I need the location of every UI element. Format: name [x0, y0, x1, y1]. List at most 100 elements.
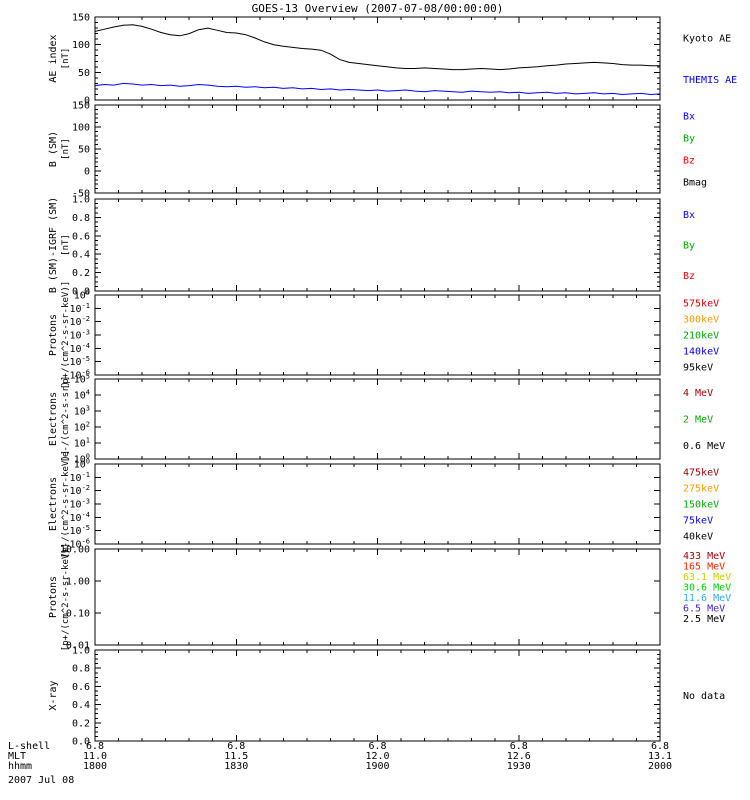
panel-ylabel: Protons [48, 576, 59, 618]
xaxis-tick-value: 2000 [648, 761, 672, 772]
y-tick-label: 101 [74, 437, 90, 450]
panel-frame [94, 294, 661, 376]
xaxis-row-label-l-shell: L-shell [8, 741, 50, 752]
legend-label-by: By [683, 241, 695, 252]
y-tick-label: 10-2 [70, 315, 90, 328]
panel-frame [94, 198, 661, 292]
panel-ylabel: B (SM) [48, 131, 59, 167]
legend-label-210kev: 210keV [683, 331, 719, 342]
legend-label-63.1-mev: 63.1 MeV [683, 572, 731, 583]
legend-label-11.6-mev: 11.6 MeV [683, 593, 731, 604]
xaxis-tick-value: 1800 [83, 761, 107, 772]
panel-frame [94, 378, 661, 460]
legend-label-4-mev: 4 MeV [683, 388, 713, 399]
panel-frame [94, 649, 661, 742]
y-tick-label: 10-1 [70, 471, 90, 484]
legend-label-bmag: Bmag [683, 178, 707, 189]
panel-frame [94, 104, 661, 194]
panel-frame [94, 463, 661, 545]
y-tick-label: 0.0 [72, 737, 90, 748]
legend-label-433-mev: 433 MeV [683, 551, 725, 562]
y-tick-label: 0.10 [66, 609, 90, 620]
legend-label-2-mev: 2 MeV [683, 415, 713, 426]
xaxis-tick-value: 12.6 [507, 751, 531, 762]
y-tick-label: 10-4 [70, 342, 90, 355]
y-tick-label: 0.8 [72, 213, 90, 224]
legend-label-300kev: 300keV [683, 315, 719, 326]
y-tick-label: 10.00 [60, 545, 90, 556]
y-tick-label: 1.00 [66, 577, 90, 588]
panel-yunits: [p+/(cm^2-s-sr-keV)] [61, 281, 71, 389]
panel-yunits: [nT] [61, 138, 71, 160]
panel-yunits: [p+/(cm^2-s-sr-keV)] [61, 543, 71, 651]
legend-label-kyoto-ae: Kyoto AE [683, 33, 731, 44]
y-tick-label: 0.4 [72, 250, 90, 261]
xaxis-row-label-hhmm: hhmm [8, 761, 32, 772]
y-tick-label: 102 [74, 421, 90, 434]
y-tick-label: 50 [78, 68, 90, 79]
xaxis-tick-value: 13.1 [648, 751, 672, 762]
legend-label-275kev: 275keV [683, 484, 719, 495]
y-tick-label: 0 [84, 96, 90, 107]
y-tick-label: 0.6 [72, 231, 90, 242]
legend-label-0.6-mev: 0.6 MeV [683, 441, 725, 452]
legend-label-140kev: 140keV [683, 347, 719, 358]
xaxis-tick-value: 6.8 [227, 741, 245, 752]
panel-yunits: [e-/(cm^2-s-sr)] [61, 376, 71, 463]
y-tick-label: 0.4 [72, 700, 90, 711]
legend-label-bx: Bx [683, 210, 695, 221]
series-kyoto-ae [94, 24, 660, 71]
y-tick-label: 0.01 [66, 641, 90, 652]
xaxis-row-label-mlt: MLT [8, 751, 26, 762]
y-tick-label: 100 [74, 289, 90, 302]
y-tick-label: 0.2 [72, 268, 90, 279]
y-tick-label: 105 [74, 373, 90, 386]
y-tick-label: 50 [78, 145, 90, 156]
panel-x-ray: 1.0 0.8 0.6 0.4 0.2 0.0 X-ray No data [48, 646, 725, 748]
panel-b-sm: 150 100 50 0 -50 B (SM) [nT] Bx By Bz Bmag [48, 101, 707, 200]
panel-frame [94, 548, 661, 646]
y-tick-label: 10-3 [70, 498, 90, 511]
y-tick-label: 150 [72, 101, 90, 112]
y-tick-label: 10-1 [70, 302, 90, 315]
panel-ylabel: B (SM)-IGRF (SM) [48, 197, 59, 293]
legend-label-95kev: 95keV [683, 363, 713, 374]
xaxis-date: 2007 Jul 08 [8, 775, 74, 786]
y-tick-label: 10-2 [70, 484, 90, 497]
panel-ae-index: 150 100 50 0 AE index [nT] Kyoto AE THEMIS AE [48, 13, 737, 107]
xaxis-tick-value: 1900 [365, 761, 389, 772]
legend-label-75kev: 75keV [683, 516, 713, 527]
legend-label-40kev: 40keV [683, 532, 713, 543]
legend-label-bx: Bx [683, 112, 695, 123]
xaxis-tick-value: 6.8 [368, 741, 386, 752]
y-tick-label: 100 [72, 40, 90, 51]
panel-ylabel: Protons [48, 314, 59, 356]
y-tick-label: 100 [74, 458, 90, 471]
legend-label-575kev: 575keV [683, 299, 719, 310]
y-tick-label: 0.2 [72, 718, 90, 729]
y-tick-label: 0.6 [72, 682, 90, 693]
xaxis-tick-value: 12.0 [365, 751, 389, 762]
xaxis-tick-value: 6.8 [651, 741, 669, 752]
y-tick-label: 104 [74, 389, 90, 402]
panel-protons-mev: 10.00 1.00 0.10 0.01 Protons [p+/(cm^2-s-sr-k… [48, 543, 731, 652]
panel-b-sm-igrf: 1.0 0.8 0.6 0.4 0.2 0.0 B (SM)-IGRF (SM) [nT] Bx… [48, 195, 695, 298]
plot-title: GOES-13 Overview (2007-07-08/00:00:00) [251, 2, 504, 15]
panel-ylabel: X-ray [48, 680, 59, 710]
xaxis-tick-value: 6.8 [86, 741, 104, 752]
legend-label-2.5-mev: 2.5 MeV [683, 614, 725, 625]
y-tick-label: 1.0 [72, 195, 90, 206]
legend-label-bz: Bz [683, 271, 695, 282]
y-tick-label: 150 [72, 13, 90, 24]
y-tick-label: 10-3 [70, 329, 90, 342]
y-tick-label: 0 [84, 167, 90, 178]
xaxis-tick-value: 11.5 [224, 751, 248, 762]
y-tick-label: 10-5 [70, 355, 90, 368]
legend-label-165-mev: 165 MeV [683, 562, 725, 573]
legend-label-6.5-mev: 6.5 MeV [683, 604, 725, 615]
panel-yunits: [nT] [61, 48, 71, 70]
y-tick-label: 0.0 [72, 287, 90, 298]
